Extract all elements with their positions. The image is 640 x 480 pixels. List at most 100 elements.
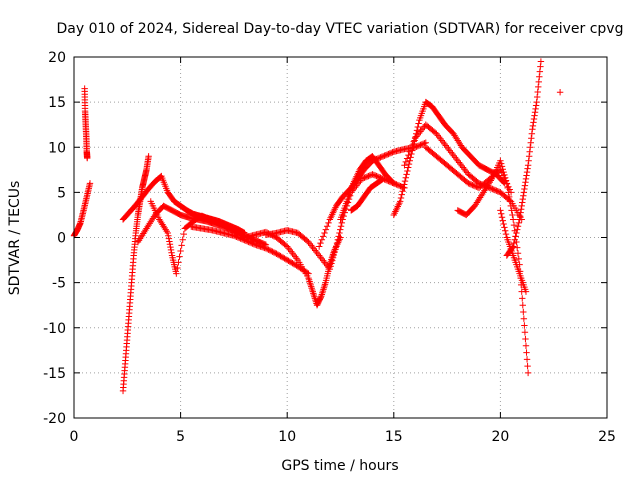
data-point [400, 184, 407, 192]
data-point [491, 186, 499, 194]
data-point [510, 239, 518, 247]
data-point [379, 175, 387, 183]
data-point [405, 151, 412, 159]
data-point [287, 259, 295, 266]
data-point [404, 164, 412, 171]
data-point [523, 349, 530, 356]
data-point [493, 187, 500, 194]
data-point [284, 256, 291, 264]
x-tick-label: 0 [70, 429, 79, 445]
data-point [520, 189, 528, 196]
data-point [382, 151, 390, 159]
data-point [525, 153, 533, 160]
data-point [373, 172, 380, 180]
data-point [333, 243, 340, 250]
data-point [277, 252, 284, 260]
data-point [249, 240, 256, 247]
data-point [168, 249, 175, 256]
data-point [524, 165, 531, 172]
data-point [469, 181, 476, 189]
y-tick-label: -20 [43, 411, 66, 427]
data-point [407, 145, 415, 152]
data-point [521, 329, 529, 336]
data-point [509, 216, 517, 223]
data-point [262, 245, 270, 252]
data-point [508, 207, 515, 214]
data-point [233, 233, 240, 241]
data-point [512, 233, 519, 240]
data-point [402, 174, 409, 181]
data-point [504, 184, 511, 192]
data-point [520, 192, 527, 199]
y-tick-label: 10 [48, 140, 66, 156]
data-point [176, 253, 183, 260]
data-point [402, 158, 409, 166]
data-point [331, 248, 338, 256]
data-point [319, 233, 327, 240]
data-point [238, 235, 246, 243]
data-point [165, 232, 172, 240]
data-point [489, 185, 496, 193]
data-point [516, 212, 524, 220]
series-sat-h [241, 228, 344, 309]
data-point [399, 188, 406, 195]
data-point [174, 264, 181, 272]
x-tick-label: 10 [278, 429, 296, 445]
x-axis-label: GPS time / hours [281, 458, 398, 474]
data-point [522, 335, 529, 343]
data-point [333, 239, 341, 247]
data-point [536, 68, 544, 75]
data-point [534, 88, 541, 96]
data-point [521, 182, 529, 189]
data-point [167, 246, 175, 254]
data-point [274, 251, 282, 258]
data-point [502, 177, 510, 184]
data-point [556, 88, 564, 96]
data-point [270, 249, 278, 256]
data-point [383, 151, 391, 158]
data-point [497, 157, 504, 164]
series-sat-m [390, 98, 508, 219]
data-point [232, 233, 239, 240]
data-point [374, 173, 382, 180]
data-point [398, 191, 405, 198]
data-point [521, 185, 528, 193]
y-tick-label: 15 [48, 95, 66, 111]
data-point [315, 243, 323, 250]
data-point [507, 202, 514, 210]
data-point [528, 130, 536, 137]
data-point [335, 233, 342, 240]
data-point [326, 265, 334, 273]
data-point [84, 154, 91, 162]
data-point [280, 254, 287, 261]
data-point [517, 209, 524, 216]
data-points [70, 58, 564, 395]
data-point [470, 182, 477, 189]
data-point [290, 260, 298, 268]
data-point [532, 105, 539, 113]
data-point [511, 236, 518, 243]
data-point [519, 301, 526, 309]
data-point [530, 119, 537, 126]
data-point [375, 154, 383, 162]
data-point [419, 140, 427, 148]
data-point [535, 78, 542, 86]
axis-ticks: 0 5 10 15 20 25 -20 -15 -10 -5 0 5 10 15 20 [43, 50, 616, 445]
data-point [498, 210, 505, 218]
data-point [361, 174, 368, 181]
data-point [246, 239, 254, 246]
data-point [327, 263, 334, 270]
data-point [278, 253, 286, 261]
data-point [282, 256, 290, 263]
data-point [285, 257, 292, 265]
data-point [175, 259, 182, 266]
data-point [234, 234, 242, 241]
data-point [269, 248, 276, 255]
data-point [490, 186, 497, 193]
data-point [179, 236, 186, 243]
data-point [359, 175, 367, 182]
data-point [522, 342, 530, 349]
data-point [530, 115, 538, 123]
data-point [397, 194, 405, 202]
